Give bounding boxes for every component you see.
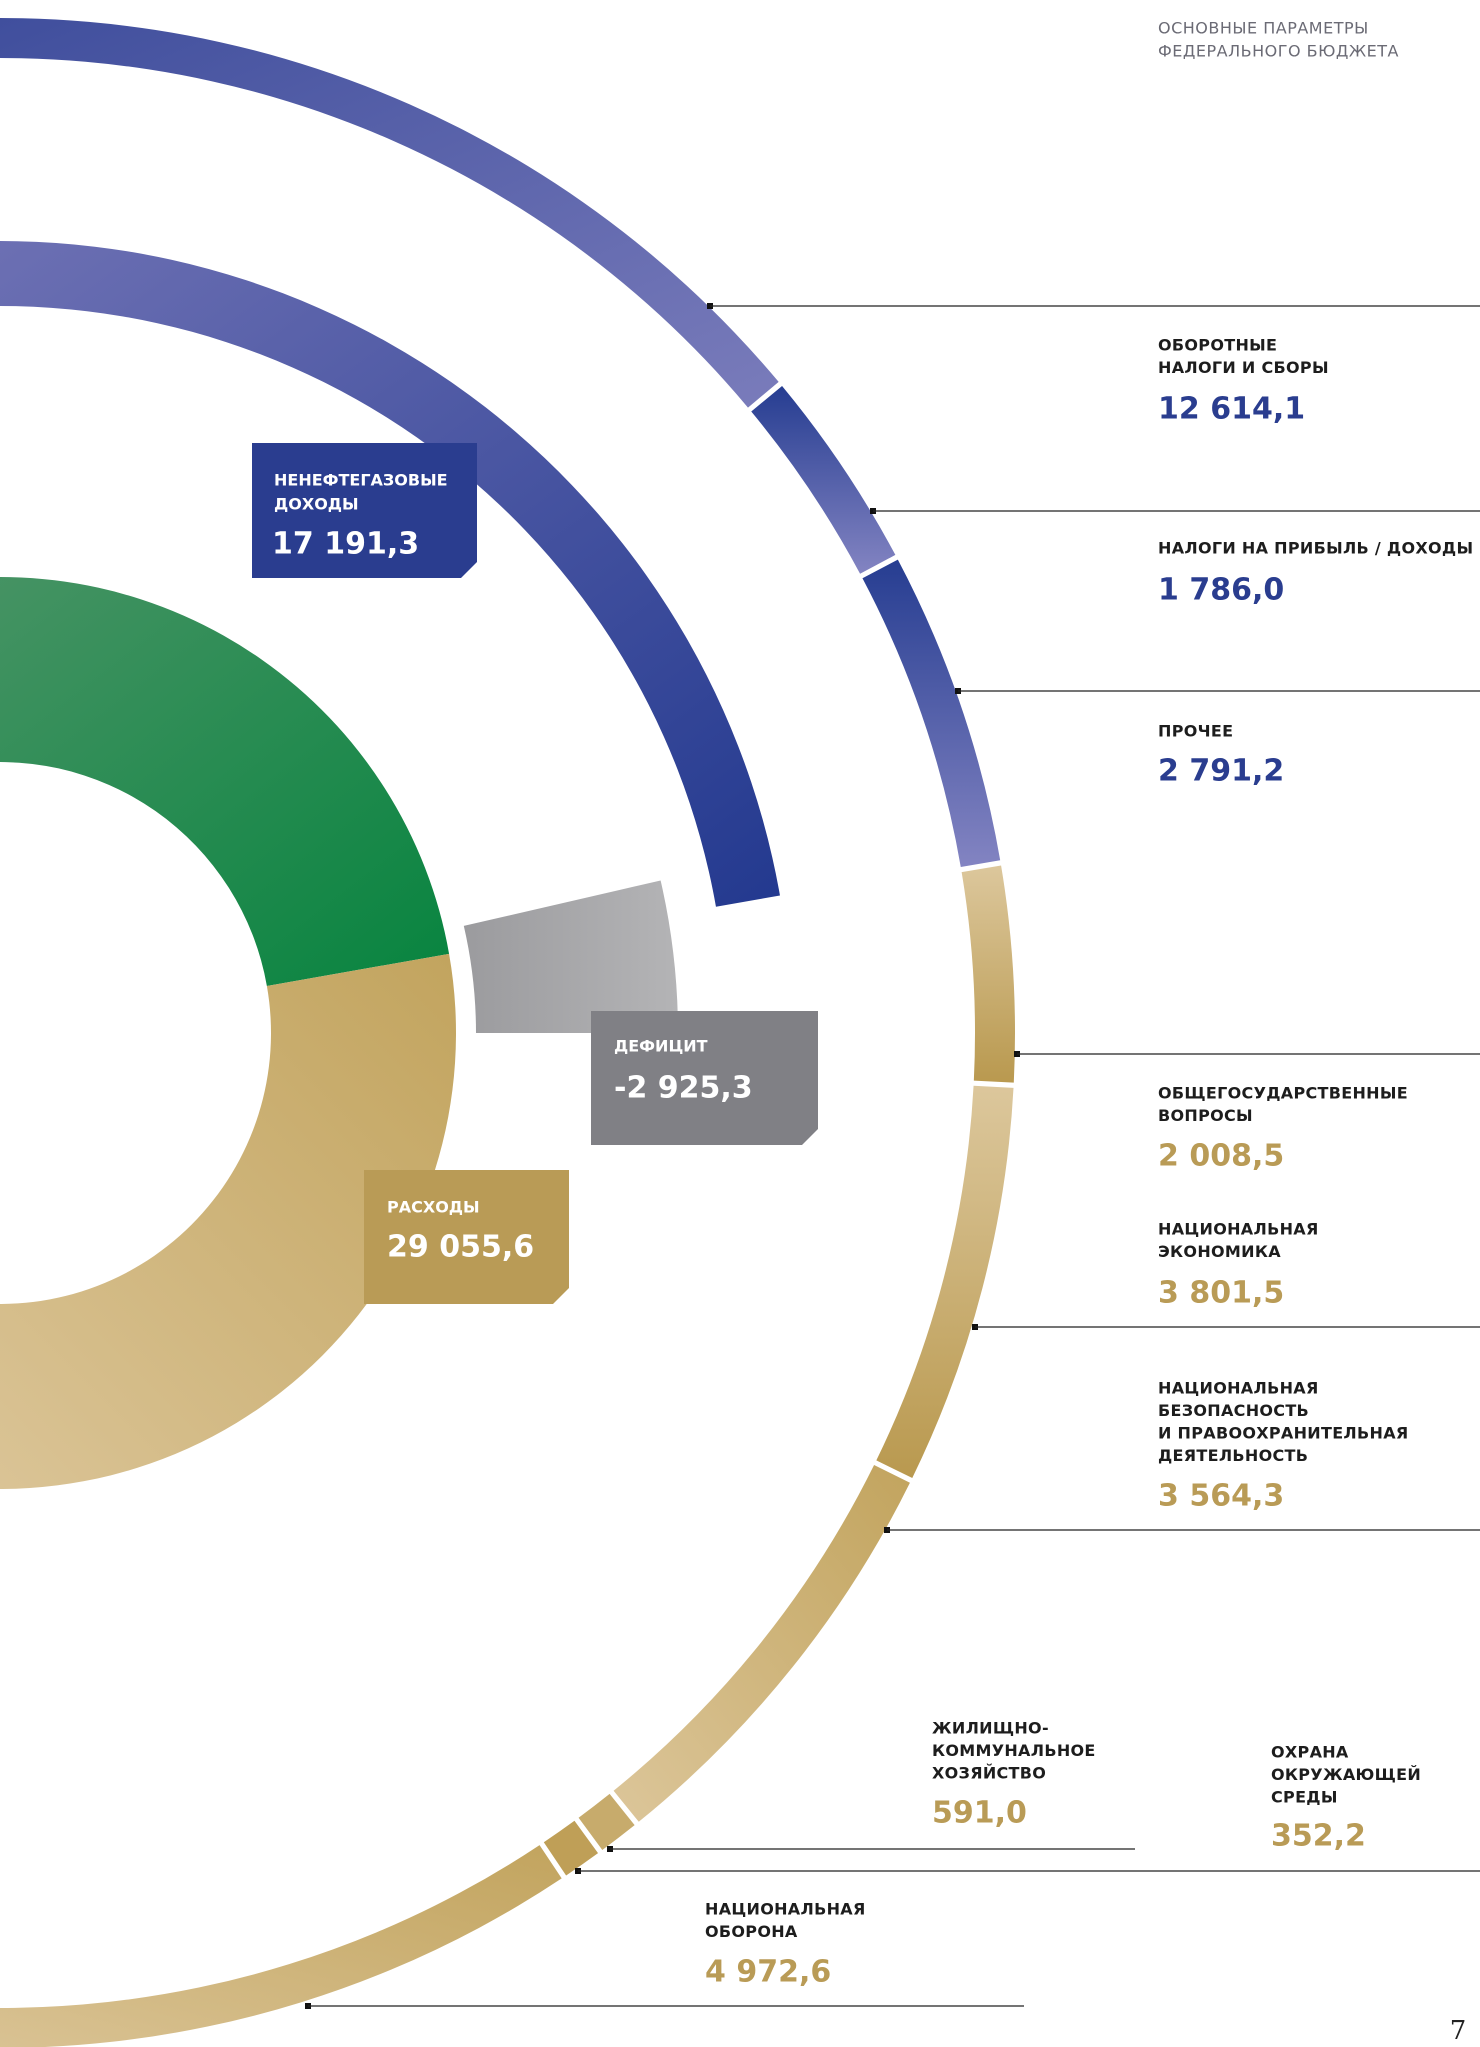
ring-segment	[0, 18, 779, 408]
ring-segment	[961, 865, 1015, 1083]
label-value: 591,0	[932, 1796, 1027, 1831]
label-line: ЖИЛИЩНО-	[932, 1719, 1049, 1738]
label-value: 3 801,5	[1158, 1276, 1284, 1311]
ring-segment	[543, 1820, 599, 1876]
leader-lines	[308, 305, 1480, 2007]
label-line: СРЕДЫ	[1271, 1788, 1338, 1807]
label-value: 352,2	[1271, 1819, 1366, 1854]
label-line: НАЛОГИ И СБОРЫ	[1158, 358, 1329, 377]
header-line: ОСНОВНЫЕ ПАРАМЕТРЫ	[1158, 19, 1369, 38]
label-line: НАЛОГИ НА ПРИБЫЛЬ / ДОХОДЫ	[1158, 539, 1473, 558]
label-value: 1 786,0	[1158, 573, 1284, 608]
label-value: 2 008,5	[1158, 1139, 1284, 1174]
box-label: ДОХОДЫ	[274, 495, 359, 514]
label-line: ОХРАНА	[1271, 1743, 1349, 1762]
labels: ОБОРОТНЫЕ НАЛОГИ И СБОРЫ 12 614,1 НАЛОГИ НА…	[705, 336, 1473, 1990]
page-number: 7	[1450, 2016, 1467, 2046]
box-label: РАСХОДЫ	[387, 1198, 480, 1217]
ring-segment	[463, 880, 678, 1033]
ring-segment	[862, 559, 1001, 868]
label-line: ХОЗЯЙСТВО	[932, 1764, 1046, 1783]
box-label: НЕНЕФТЕГАЗОВЫЕ	[274, 471, 448, 490]
label-value: 3 564,3	[1158, 1479, 1284, 1514]
label-value: 12 614,1	[1158, 392, 1305, 427]
label-line: ОБЩЕГОСУДАРСТВЕННЫЕ	[1158, 1084, 1408, 1103]
header: ОСНОВНЫЕ ПАРАМЕТРЫ ФЕДЕРАЛЬНОГО БЮДЖЕТА	[1158, 19, 1399, 61]
label-line: ЭКОНОМИКА	[1158, 1242, 1281, 1261]
ring-segment	[0, 240, 780, 907]
ring-segment	[876, 1085, 1014, 1478]
ring-segment	[0, 577, 450, 986]
box-label: ДЕФИЦИТ	[614, 1037, 708, 1056]
box-value: 17 191,3	[272, 527, 419, 562]
ring-segment	[578, 1793, 635, 1850]
deficit-box	[591, 1011, 818, 1145]
non-oil-gas-box	[252, 443, 477, 578]
label-line: ПРОЧЕЕ	[1158, 722, 1233, 741]
box-value: -2 925,3	[614, 1071, 753, 1106]
box-value: 29 055,6	[387, 1230, 534, 1265]
label-line: КОММУНАЛЬНОЕ	[932, 1741, 1096, 1760]
label-line: И ПРАВООХРАНИТЕЛЬНАЯ	[1158, 1424, 1409, 1443]
label-line: ОБОРОТНЫЕ	[1158, 336, 1277, 355]
label-line: НАЦИОНАЛЬНАЯ	[1158, 1379, 1319, 1398]
label-line: ОКРУЖАЮЩЕЙ	[1271, 1765, 1421, 1784]
header-line: ФЕДЕРАЛЬНОГО БЮДЖЕТА	[1158, 42, 1399, 61]
label-line: НАЦИОНАЛЬНАЯ	[1158, 1220, 1319, 1239]
label-line: БЕЗОПАСНОСТЬ	[1158, 1401, 1309, 1420]
ring-segment	[0, 953, 456, 1489]
label-line: ВОПРОСЫ	[1158, 1106, 1253, 1125]
ring-segment	[0, 1845, 562, 2047]
expenses-box	[364, 1170, 569, 1304]
ring-segment	[613, 1464, 910, 1822]
label-line: ОБОРОНА	[705, 1922, 798, 1941]
label-value: 4 972,6	[705, 1955, 831, 1990]
ring-segment	[751, 386, 896, 574]
label-value: 2 791,2	[1158, 754, 1284, 789]
rings	[0, 18, 1020, 2047]
label-line: НАЦИОНАЛЬНАЯ	[705, 1900, 866, 1919]
label-line: ДЕЯТЕЛЬНОСТЬ	[1158, 1446, 1308, 1465]
